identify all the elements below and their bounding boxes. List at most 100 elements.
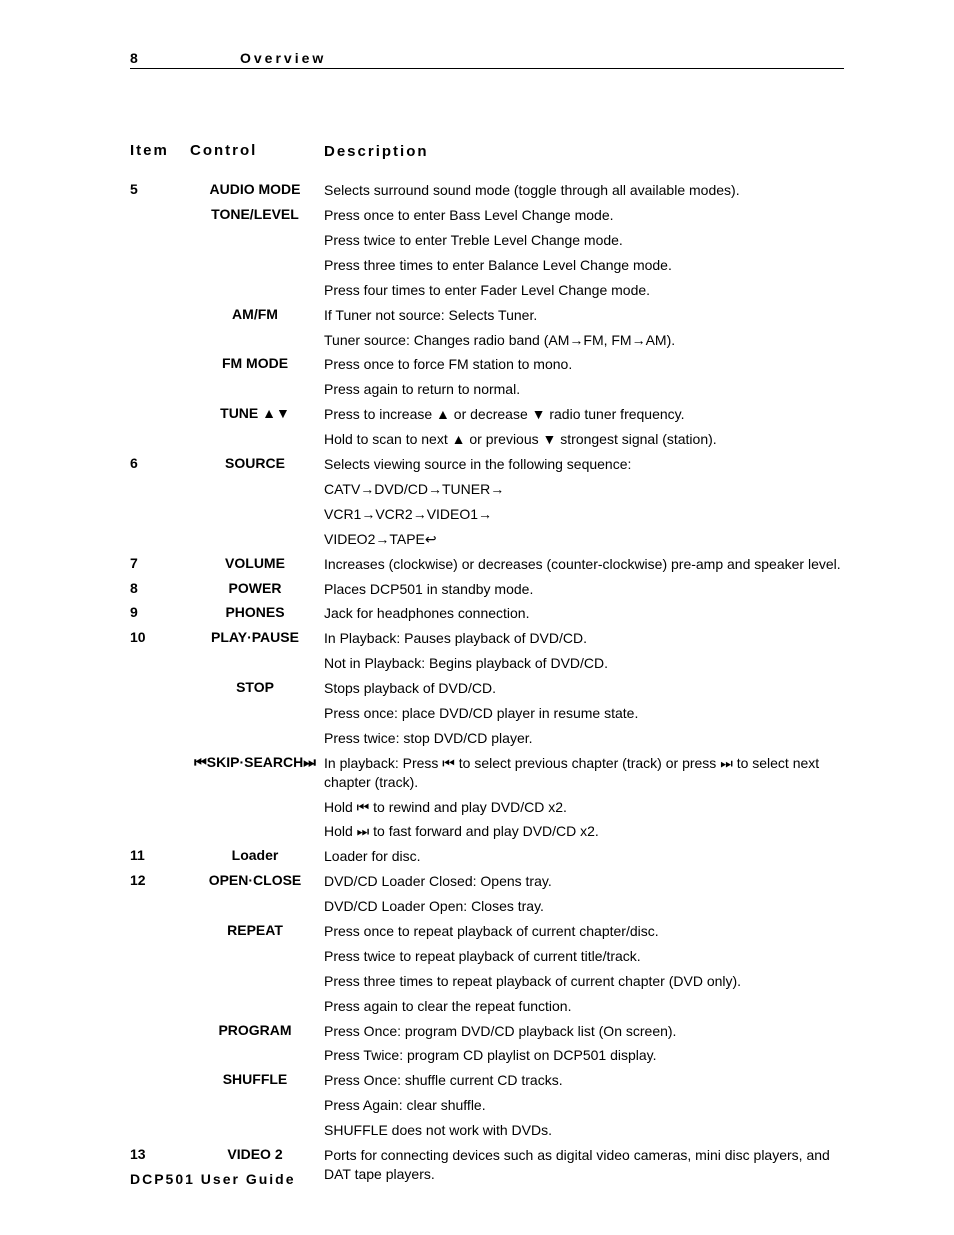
- table-row: SHUFFLE does not work with DVDs.: [130, 1118, 844, 1143]
- cell-description: DVD/CD Loader Closed: Opens tray.: [324, 869, 844, 894]
- cell-control: SOURCE: [190, 452, 324, 477]
- cell-description: Ports for connecting devices such as dig…: [324, 1143, 844, 1187]
- table-row: STOPStops playback of DVD/CD.: [130, 676, 844, 701]
- table-row: 9PHONESJack for headphones connection.: [130, 601, 844, 626]
- table-header-row: Item Control Description: [130, 139, 844, 178]
- section-title: Overview: [240, 50, 326, 66]
- table-row: Press once: place DVD/CD player in resum…: [130, 701, 844, 726]
- table-row: Press twice to repeat playback of curren…: [130, 944, 844, 969]
- cell-control: [190, 1043, 324, 1068]
- cell-item: [130, 994, 190, 1019]
- cell-item: 8: [130, 577, 190, 602]
- cell-description: Press to increase ▲ or decrease ▼ radio …: [324, 402, 844, 427]
- cell-item: [130, 502, 190, 527]
- cell-item: [130, 969, 190, 994]
- table-row: Hold ⏭ to fast forward and play DVD/CD x…: [130, 819, 844, 844]
- table-row: 10PLAY·PAUSEIn Playback: Pauses playback…: [130, 626, 844, 651]
- cell-control: [190, 969, 324, 994]
- cell-item: [130, 203, 190, 228]
- table-row: Press three times to enter Balance Level…: [130, 253, 844, 278]
- table-row: CATV→DVD/CD→TUNER→: [130, 477, 844, 502]
- cell-control: [190, 701, 324, 726]
- cell-item: [130, 377, 190, 402]
- table-row: AM/FMIf Tuner not source: Selects Tuner.: [130, 303, 844, 328]
- table-row: Press again to clear the repeat function…: [130, 994, 844, 1019]
- page-number: 8: [130, 50, 240, 66]
- table-row: PROGRAMPress Once: program DVD/CD playba…: [130, 1019, 844, 1044]
- cell-control: TONE/LEVEL: [190, 203, 324, 228]
- table-row: TONE/LEVELPress once to enter Bass Level…: [130, 203, 844, 228]
- cell-item: [130, 328, 190, 353]
- table-row: FM MODEPress once to force FM station to…: [130, 352, 844, 377]
- cell-description: Press again to clear the repeat function…: [324, 994, 844, 1019]
- cell-description: Selects surround sound mode (toggle thro…: [324, 178, 844, 203]
- table-row: 5AUDIO MODESelects surround sound mode (…: [130, 178, 844, 203]
- table-row: Press three times to repeat playback of …: [130, 969, 844, 994]
- cell-description: In Playback: Pauses playback of DVD/CD.: [324, 626, 844, 651]
- table-row: 12OPEN·CLOSEDVD/CD Loader Closed: Opens …: [130, 869, 844, 894]
- cell-item: [130, 228, 190, 253]
- cell-description: Hold ⏭ to fast forward and play DVD/CD x…: [324, 819, 844, 844]
- cell-control: AUDIO MODE: [190, 178, 324, 203]
- cell-control: [190, 819, 324, 844]
- cell-description: Press four times to enter Fader Level Ch…: [324, 278, 844, 303]
- table-row: Press four times to enter Fader Level Ch…: [130, 278, 844, 303]
- cell-description: Press three times to enter Balance Level…: [324, 253, 844, 278]
- cell-item: 7: [130, 552, 190, 577]
- cell-item: [130, 726, 190, 751]
- cell-control: Loader: [190, 844, 324, 869]
- cell-control: REPEAT: [190, 919, 324, 944]
- cell-item: [130, 1093, 190, 1118]
- cell-control: [190, 795, 324, 820]
- cell-description: CATV→DVD/CD→TUNER→: [324, 477, 844, 502]
- cell-description: Press once to enter Bass Level Change mo…: [324, 203, 844, 228]
- cell-description: Loader for disc.: [324, 844, 844, 869]
- cell-description: If Tuner not source: Selects Tuner.: [324, 303, 844, 328]
- footer-text: DCP501 User Guide: [130, 1171, 296, 1187]
- col-header-description: Description: [324, 139, 844, 178]
- cell-control: [190, 651, 324, 676]
- cell-item: [130, 919, 190, 944]
- cell-item: 5: [130, 178, 190, 203]
- cell-description: Places DCP501 in standby mode.: [324, 577, 844, 602]
- cell-control: [190, 253, 324, 278]
- cell-description: DVD/CD Loader Open: Closes tray.: [324, 894, 844, 919]
- table-row: ⏮SKIP·SEARCH⏭In playback: Press ⏮ to sel…: [130, 751, 844, 795]
- cell-item: 6: [130, 452, 190, 477]
- col-header-control: Control: [190, 139, 324, 178]
- cell-item: [130, 1043, 190, 1068]
- cell-item: [130, 795, 190, 820]
- cell-item: [130, 278, 190, 303]
- table-row: TUNE ▲▼Press to increase ▲ or decrease ▼…: [130, 402, 844, 427]
- table-row: Press Twice: program CD playlist on DCP5…: [130, 1043, 844, 1068]
- cell-control: FM MODE: [190, 352, 324, 377]
- table-row: Not in Playback: Begins playback of DVD/…: [130, 651, 844, 676]
- cell-item: [130, 402, 190, 427]
- cell-control: [190, 894, 324, 919]
- cell-item: [130, 1019, 190, 1044]
- cell-description: Hold ⏮ to rewind and play DVD/CD x2.: [324, 795, 844, 820]
- table-row: DVD/CD Loader Open: Closes tray.: [130, 894, 844, 919]
- cell-description: Hold to scan to next ▲ or previous ▼ str…: [324, 427, 844, 452]
- cell-item: [130, 1068, 190, 1093]
- cell-description: Press twice: stop DVD/CD player.: [324, 726, 844, 751]
- cell-description: Press once to repeat playback of current…: [324, 919, 844, 944]
- cell-item: [130, 751, 190, 795]
- table-row: 7VOLUMEIncreases (clockwise) or decrease…: [130, 552, 844, 577]
- cell-control: VOLUME: [190, 552, 324, 577]
- cell-control: POWER: [190, 577, 324, 602]
- cell-description: In playback: Press ⏮ to select previous …: [324, 751, 844, 795]
- cell-item: 10: [130, 626, 190, 651]
- cell-control: [190, 994, 324, 1019]
- cell-control: [190, 228, 324, 253]
- cell-control: [190, 477, 324, 502]
- table-row: Hold ⏮ to rewind and play DVD/CD x2.: [130, 795, 844, 820]
- cell-description: Press Once: program DVD/CD playback list…: [324, 1019, 844, 1044]
- cell-item: [130, 527, 190, 552]
- cell-description: Press twice to repeat playback of curren…: [324, 944, 844, 969]
- page: 8 Overview Item Control Description 5AUD…: [0, 0, 954, 1235]
- cell-item: [130, 427, 190, 452]
- table-row: Press Again: clear shuffle.: [130, 1093, 844, 1118]
- cell-description: Press Once: shuffle current CD tracks.: [324, 1068, 844, 1093]
- table-row: 6SOURCESelects viewing source in the fol…: [130, 452, 844, 477]
